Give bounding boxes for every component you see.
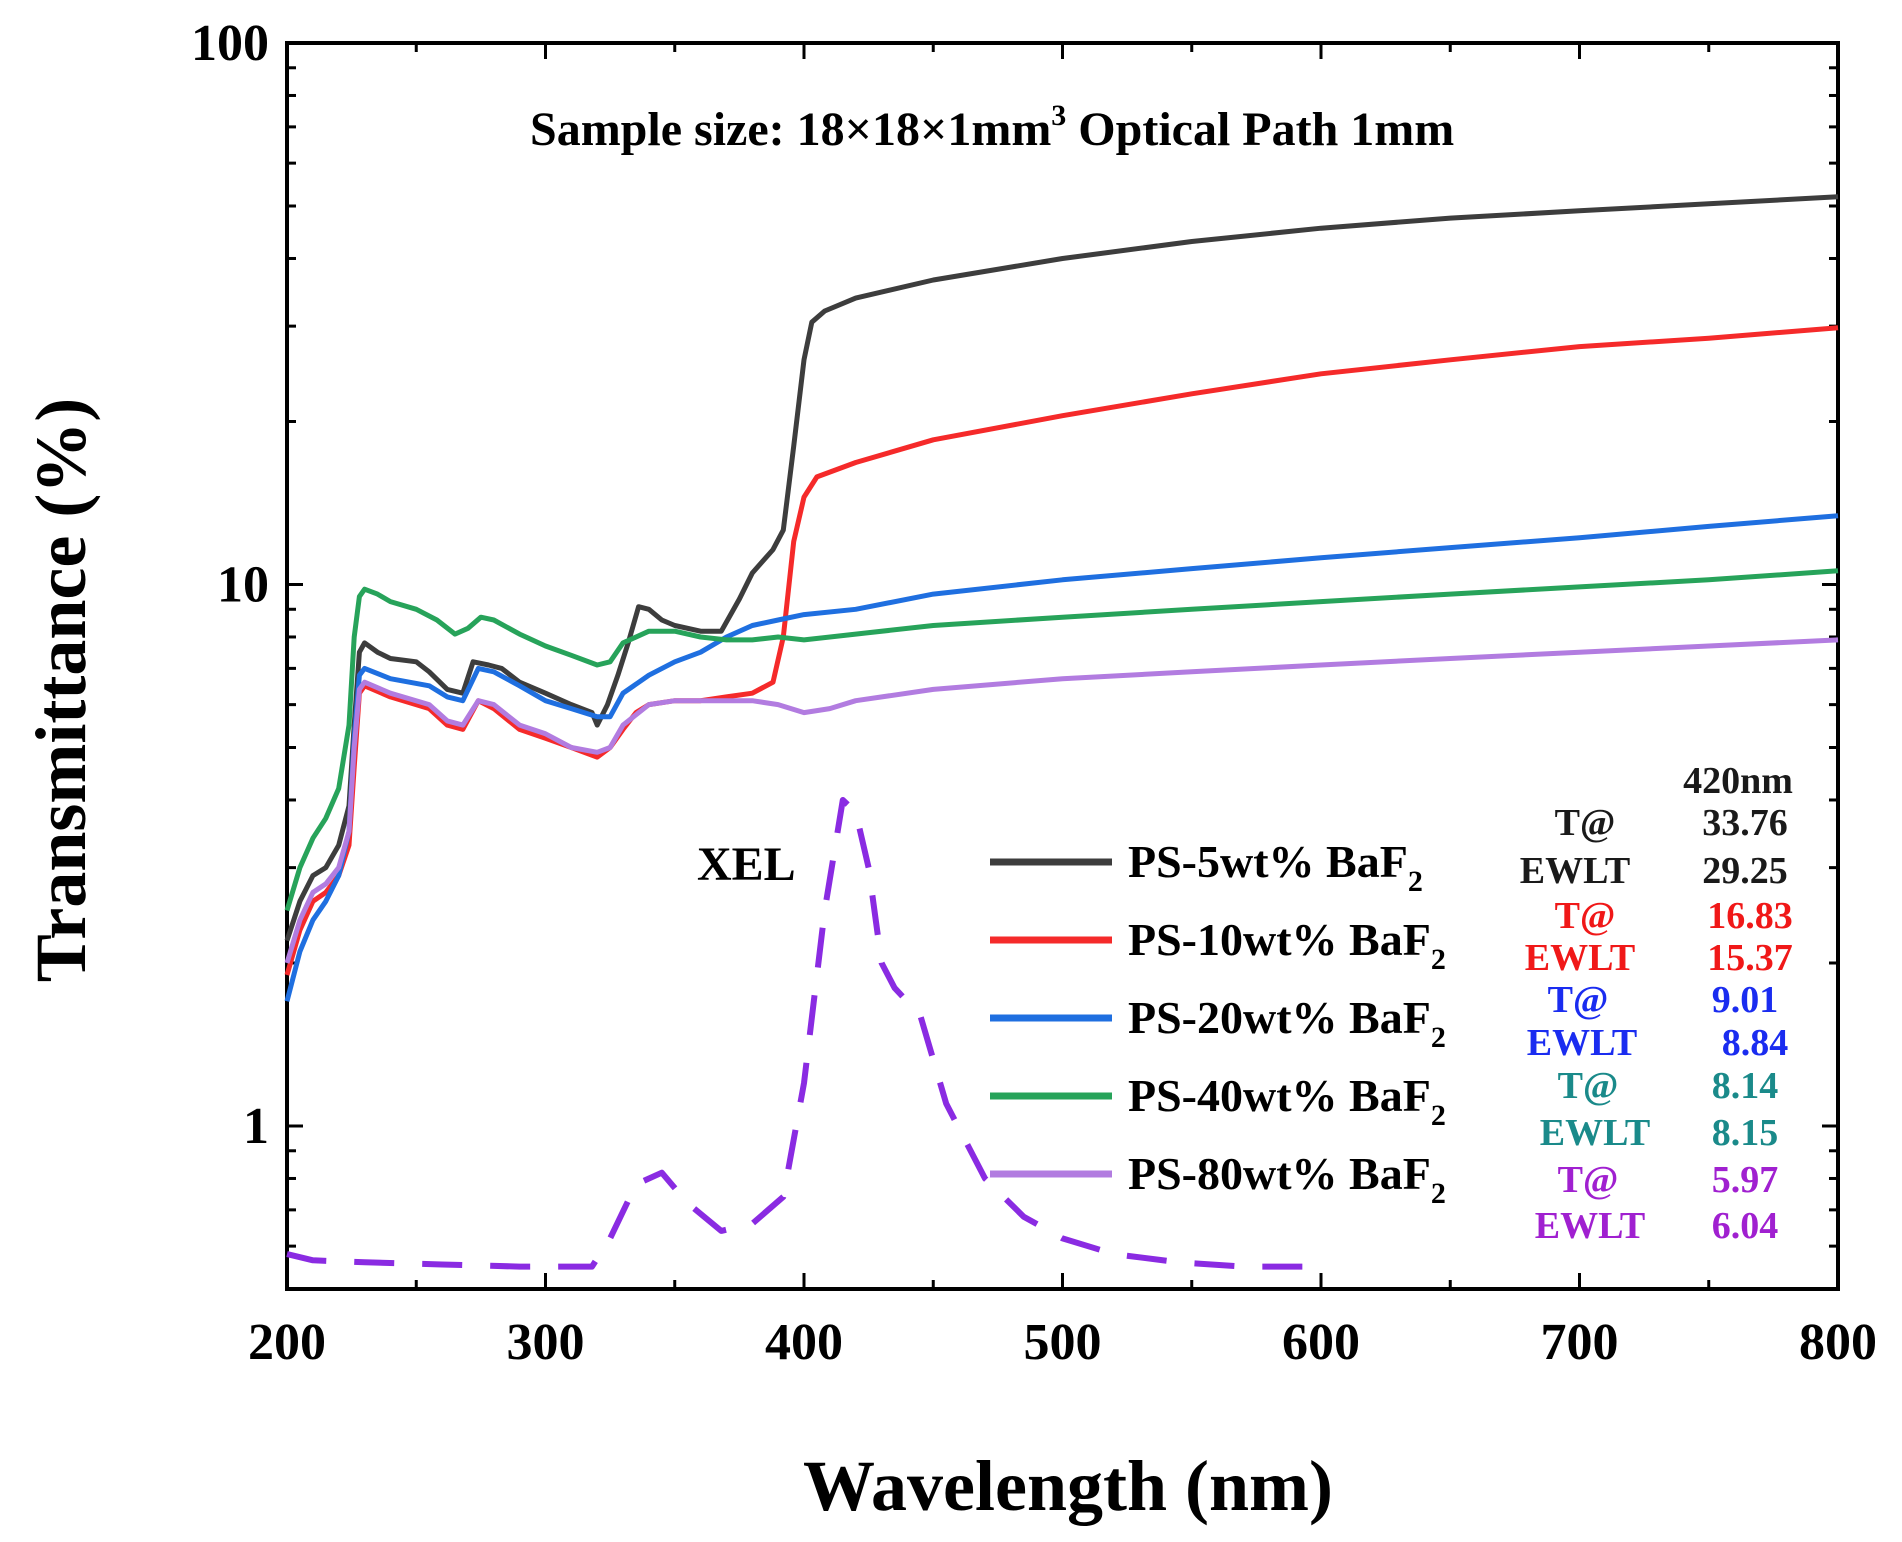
legend: PS-5wt% BaF2 PS-10wt% BaF2 PS-20wt% BaF2 PS… [990, 836, 1446, 1210]
series-line-0 [284, 194, 1839, 942]
table-row-label: EWLT [1525, 937, 1636, 979]
xel-label: XEL [697, 838, 796, 891]
table-row-label: T@ [1555, 895, 1616, 937]
table-row-label: EWLT [1535, 1205, 1646, 1247]
table-row-value: 15.37 [1707, 937, 1793, 979]
x-axis-label: Wavelength (nm) [803, 1446, 1333, 1526]
legend-label: PS-80wt% BaF2 [1128, 1148, 1446, 1210]
table-row-label: T@ [1548, 979, 1609, 1021]
plot-area: 200 300 400 500 600 700 800 1 10 100 XEL [191, 15, 1877, 1371]
table-row-label: T@ [1558, 1065, 1619, 1107]
chart-title-suffix: Optical Path 1mm [1066, 103, 1454, 156]
x-tick-label: 500 [1024, 1314, 1102, 1371]
x-tick-label: 600 [1282, 1314, 1360, 1371]
legend-label: PS-5wt% BaF2 [1128, 836, 1423, 898]
series-line-4 [284, 637, 1839, 964]
y-tick-label: 10 [217, 556, 269, 613]
y-tick-label: 100 [191, 15, 269, 72]
table-row-label: EWLT [1520, 850, 1631, 892]
series-line-xel [286, 797, 1321, 1270]
x-tick-label: 800 [1799, 1314, 1877, 1371]
chart-title-sup: 3 [1051, 99, 1066, 132]
table-row-value: 6.04 [1712, 1205, 1779, 1247]
x-tick-label: 700 [1541, 1314, 1619, 1371]
table-row-value: 8.15 [1712, 1112, 1779, 1154]
table-row-label: T@ [1558, 1159, 1619, 1201]
chart-title: Sample size: 18×18×1mm3 Optical Path 1mm [530, 99, 1454, 156]
value-table: 420nm T@ 33.76 EWLT 29.25 T@ 16.83 EWLT 15.37 T@ 9… [1520, 760, 1793, 1247]
table-row-value: 29.25 [1702, 850, 1788, 892]
y-tick-label: 1 [243, 1098, 269, 1155]
x-tick-label: 300 [507, 1314, 585, 1371]
legend-label: PS-40wt% BaF2 [1128, 1070, 1446, 1132]
legend-label: PS-20wt% BaF2 [1128, 992, 1446, 1054]
table-row-label: EWLT [1527, 1022, 1638, 1064]
series-line-3 [284, 568, 1839, 912]
y-axis-label: Transmittance (%) [21, 398, 101, 983]
table-row-label: EWLT [1540, 1112, 1651, 1154]
table-header: 420nm [1683, 760, 1793, 802]
table-row-value: 16.83 [1707, 895, 1793, 937]
chart-title-main: Sample size: 18×18×1mm [530, 103, 1051, 156]
table-row-value: 33.76 [1702, 802, 1788, 844]
x-tick-label: 200 [248, 1314, 326, 1371]
table-row-value: 5.97 [1712, 1159, 1779, 1201]
x-tick-label: 400 [765, 1314, 843, 1371]
table-row-value: 8.14 [1712, 1065, 1779, 1107]
table-row-label: T@ [1555, 802, 1616, 844]
table-row-value: 9.01 [1712, 979, 1779, 1021]
table-row-value: 8.84 [1722, 1022, 1789, 1064]
legend-label: PS-10wt% BaF2 [1128, 914, 1446, 976]
